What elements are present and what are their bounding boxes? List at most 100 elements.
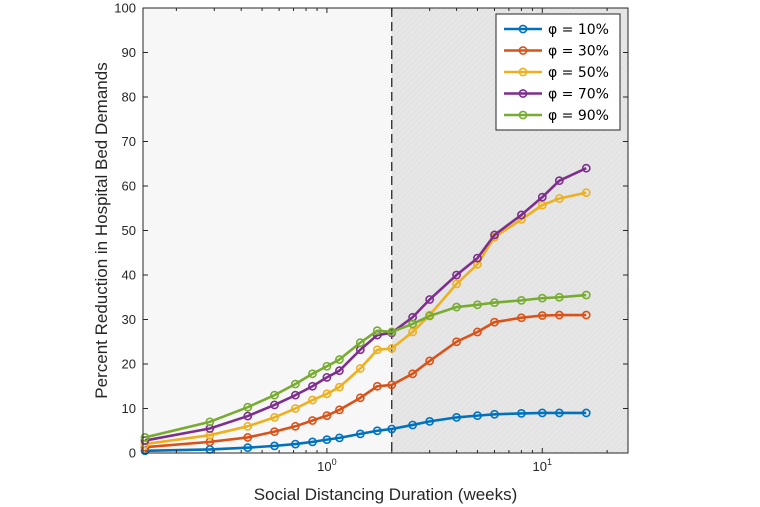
- series-2: [140, 310, 591, 452]
- series-1: [140, 408, 591, 456]
- legend-item: φ = 90%: [504, 108, 609, 124]
- legend-label: φ = 50%: [548, 65, 609, 81]
- y-tick-label: 60: [122, 179, 136, 194]
- data-point: [581, 163, 591, 173]
- legend-item: φ = 50%: [504, 65, 609, 81]
- data-point: [308, 381, 317, 391]
- data-point: [372, 326, 382, 336]
- data-point: [270, 427, 279, 437]
- data-point: [425, 356, 435, 366]
- data-point: [554, 310, 564, 320]
- data-point: [335, 355, 344, 364]
- y-tick-label: 80: [122, 90, 136, 105]
- data-point: [537, 192, 547, 202]
- y-tick-label: 50: [122, 223, 136, 238]
- data-point: [490, 230, 499, 240]
- data-point: [243, 411, 253, 421]
- data-point: [387, 344, 397, 353]
- data-point: [290, 421, 300, 431]
- data-point: [335, 405, 344, 415]
- data-point: [473, 327, 482, 337]
- data-point: [554, 408, 564, 418]
- y-tick-label: 100: [114, 1, 136, 16]
- data-point: [270, 412, 279, 422]
- data-point: [322, 411, 332, 421]
- legend-label: φ = 30%: [548, 44, 609, 60]
- data-point: [308, 416, 317, 425]
- legend-label: φ = 70%: [548, 87, 609, 103]
- y-tick-label: 20: [122, 357, 136, 372]
- data-point: [425, 311, 435, 321]
- data-point: [408, 369, 418, 379]
- data-point: [355, 364, 365, 373]
- data-point: [335, 382, 344, 392]
- data-point: [408, 319, 418, 329]
- data-point: [408, 327, 418, 337]
- data-point: [322, 372, 332, 382]
- data-point: [554, 292, 564, 302]
- legend-item: φ = 10%: [504, 22, 609, 38]
- y-tick-label: 30: [122, 312, 136, 327]
- data-point: [322, 389, 332, 399]
- data-point: [517, 295, 526, 305]
- data-point: [581, 290, 591, 300]
- data-point: [243, 421, 253, 431]
- y-tick-label: 70: [122, 134, 136, 149]
- data-point: [322, 361, 332, 371]
- data-point: [452, 302, 461, 312]
- data-point: [387, 424, 397, 434]
- x-axis-label: Social Distancing Duration (weeks): [254, 485, 518, 504]
- data-point: [290, 379, 300, 389]
- data-point: [537, 408, 547, 418]
- data-point: [308, 437, 317, 447]
- data-point: [517, 408, 526, 418]
- data-point: [205, 417, 215, 427]
- legend-item: φ = 70%: [504, 87, 609, 103]
- legend-item: φ = 30%: [504, 44, 609, 60]
- x-tick-label: 100: [317, 457, 336, 474]
- legend-marker: [518, 24, 528, 34]
- data-point: [537, 200, 547, 210]
- y-tick-label: 0: [129, 446, 136, 461]
- data-point: [473, 259, 482, 269]
- data-point: [408, 420, 418, 430]
- data-point: [452, 270, 461, 280]
- data-point: [290, 404, 300, 413]
- legend-marker: [518, 89, 528, 98]
- data-point: [473, 253, 482, 263]
- data-point: [581, 408, 591, 418]
- data-point: [554, 176, 564, 186]
- data-point: [537, 311, 547, 320]
- data-point: [308, 395, 317, 405]
- data-point: [387, 380, 397, 390]
- data-point: [270, 390, 279, 400]
- data-point: [372, 381, 382, 391]
- data-point: [335, 366, 344, 376]
- data-point: [290, 390, 300, 400]
- data-point: [452, 337, 461, 347]
- y-tick-label: 40: [122, 268, 136, 283]
- data-point: [537, 293, 547, 303]
- legend-label: φ = 10%: [548, 22, 609, 38]
- data-point: [355, 338, 365, 348]
- data-point: [308, 369, 317, 379]
- legend-marker: [518, 67, 528, 77]
- legend-label: φ = 90%: [548, 108, 609, 124]
- data-point: [473, 411, 482, 421]
- data-point: [335, 433, 344, 443]
- data-point: [490, 317, 499, 327]
- data-point: [270, 400, 279, 410]
- data-point: [387, 327, 397, 337]
- data-point: [372, 426, 382, 436]
- x-tick-label: 101: [533, 457, 552, 474]
- series-5: [140, 290, 591, 442]
- legend-marker: [518, 46, 528, 55]
- data-point: [243, 402, 253, 412]
- data-point: [322, 435, 332, 445]
- data-point: [140, 433, 150, 442]
- data-point: [355, 429, 365, 439]
- data-point: [473, 300, 482, 310]
- data-point: [517, 210, 526, 220]
- legend-marker: [518, 110, 528, 120]
